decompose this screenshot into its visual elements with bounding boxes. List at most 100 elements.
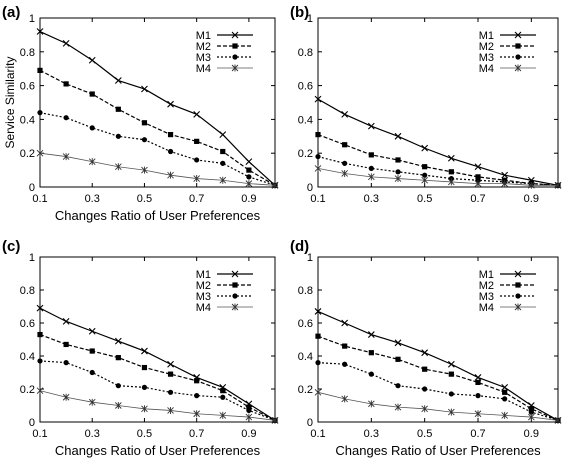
y-tick-label: 0 (307, 182, 313, 194)
data-point-m2 (368, 350, 374, 356)
plot-frame (317, 256, 559, 423)
x-tick-label: 0.1 (310, 193, 325, 205)
data-point-m4 (448, 408, 455, 416)
data-point-m3 (141, 384, 148, 390)
data-point-m3 (246, 174, 252, 180)
data-point-m1 (114, 337, 122, 345)
data-point-m4 (501, 411, 508, 419)
data-point-m4 (271, 181, 279, 189)
data-point-m3 (167, 148, 174, 155)
data-point-m2 (115, 355, 121, 361)
y-tick-label: 0.2 (20, 148, 35, 160)
data-point-m4 (167, 406, 174, 414)
legend-label: M3 (479, 291, 494, 303)
data-point-m1 (88, 327, 96, 335)
data-point-m1 (62, 39, 70, 47)
data-point-m3 (368, 371, 374, 377)
data-point-m2 (63, 341, 69, 348)
y-tick-label: 0.8 (298, 47, 313, 59)
legend-marker (231, 31, 239, 39)
data-point-m3 (342, 361, 348, 367)
data-point-m4 (528, 413, 535, 421)
legend-label: M1 (196, 30, 211, 42)
x-tick-label: 0.7 (189, 428, 204, 440)
data-point-m4 (421, 405, 428, 413)
data-point-m4 (421, 176, 428, 184)
panel-label: (c) (2, 238, 20, 255)
plot-frame (39, 17, 276, 188)
data-point-m1 (193, 110, 201, 118)
legend-label: M1 (479, 30, 494, 42)
y-tick-label: 0.8 (20, 47, 35, 59)
data-point-m4 (528, 181, 535, 189)
data-point-m4 (219, 176, 227, 184)
data-point-m4 (341, 169, 348, 177)
data-point-m3 (37, 110, 43, 116)
data-point-m2 (89, 91, 95, 97)
data-point-m3 (220, 394, 226, 400)
y-tick-label: 0 (29, 417, 35, 429)
data-point-m1 (314, 95, 322, 103)
data-point-m2 (422, 366, 428, 372)
series-line-m2 (317, 134, 559, 186)
data-point-m1 (394, 339, 402, 347)
legend-label: M2 (479, 41, 494, 53)
y-tick-label: 0.4 (298, 351, 313, 363)
data-point-m4 (219, 411, 227, 419)
legend-label: M2 (196, 280, 211, 292)
data-point-m4 (141, 166, 148, 174)
series-line-m4 (39, 390, 276, 421)
data-point-m4 (341, 395, 348, 403)
y-tick-label: 0.4 (20, 351, 35, 363)
x-tick-label: 0.5 (417, 428, 432, 440)
data-point-m4 (88, 158, 96, 166)
series-line-m4 (39, 152, 276, 186)
data-point-m4 (448, 178, 455, 186)
data-point-m2 (194, 378, 200, 384)
data-point-m1 (474, 163, 482, 171)
y-tick-label: 1 (307, 13, 313, 25)
data-point-m2 (63, 81, 69, 87)
series-line-m2 (317, 335, 559, 421)
data-point-m3 (89, 125, 95, 131)
data-point-m1 (219, 131, 227, 138)
data-point-m4 (115, 163, 122, 171)
y-tick-label: 1 (29, 13, 35, 25)
data-point-m2 (141, 120, 148, 126)
x-tick-label: 0.5 (137, 193, 152, 205)
data-point-m3 (342, 160, 348, 166)
x-axis-label: Changes Ratio of User Preferences (55, 443, 261, 458)
data-point-m1 (447, 154, 455, 162)
data-point-m3 (315, 360, 321, 366)
y-tick-label: 0.6 (298, 318, 313, 330)
data-point-m1 (114, 77, 122, 84)
data-point-m2 (368, 152, 374, 158)
y-tick-label: 0.8 (298, 285, 313, 297)
data-point-m1 (367, 331, 375, 338)
x-tick-label: 0.9 (524, 428, 539, 440)
data-point-m1 (36, 28, 44, 35)
data-point-m1 (88, 56, 96, 64)
data-point-m1 (367, 122, 375, 130)
series-line-m4 (317, 391, 559, 421)
y-tick-label: 1 (307, 252, 313, 264)
data-point-m1 (501, 171, 509, 179)
data-point-m4 (245, 180, 253, 188)
x-tick-label: 0.7 (189, 193, 204, 205)
series-line-m1 (39, 307, 276, 421)
y-tick-label: 0.6 (298, 81, 313, 93)
data-point-m3 (422, 172, 428, 178)
data-point-m3 (194, 393, 200, 399)
data-point-m2 (422, 164, 428, 170)
panel-label: (d) (290, 238, 309, 255)
legend-marker (515, 293, 521, 299)
data-point-m1 (167, 360, 174, 368)
data-point-m3 (395, 383, 401, 389)
data-point-m2 (315, 132, 321, 138)
y-tick-label: 0.4 (20, 114, 35, 126)
data-point-m2 (395, 157, 401, 163)
